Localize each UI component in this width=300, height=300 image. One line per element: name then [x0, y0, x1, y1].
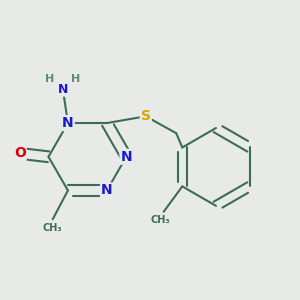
Text: CH₃: CH₃ — [43, 223, 62, 233]
Text: N: N — [101, 184, 113, 197]
Text: CH₃: CH₃ — [151, 215, 170, 225]
Text: O: O — [14, 146, 26, 161]
Text: N: N — [121, 150, 132, 164]
Text: N: N — [62, 116, 74, 130]
Text: N: N — [58, 83, 68, 96]
Text: H: H — [45, 74, 55, 84]
Text: S: S — [141, 109, 151, 123]
Text: H: H — [71, 74, 80, 84]
